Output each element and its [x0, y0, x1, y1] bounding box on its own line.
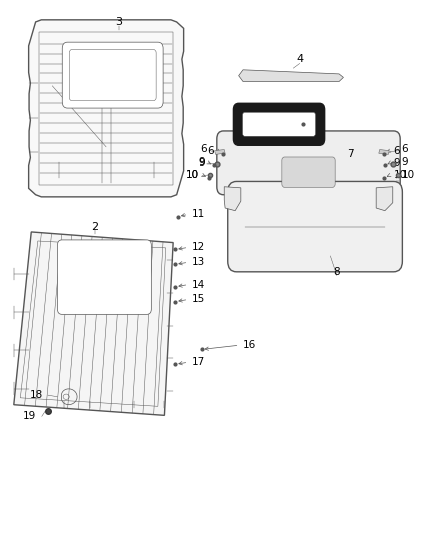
Text: 2: 2 — [91, 222, 98, 232]
FancyBboxPatch shape — [282, 157, 335, 187]
Text: 8: 8 — [334, 267, 340, 277]
Text: 13: 13 — [192, 257, 205, 267]
Text: 10: 10 — [186, 169, 199, 180]
Text: 9: 9 — [198, 157, 205, 167]
Text: 6: 6 — [402, 144, 408, 154]
Text: 5: 5 — [256, 119, 263, 129]
Text: 10: 10 — [402, 169, 415, 180]
Text: 15: 15 — [192, 294, 205, 304]
Text: 16: 16 — [243, 340, 256, 350]
Polygon shape — [28, 20, 184, 197]
Text: 7: 7 — [346, 149, 353, 159]
Text: 6: 6 — [394, 146, 400, 156]
Polygon shape — [224, 187, 241, 211]
FancyBboxPatch shape — [57, 240, 151, 314]
Text: 18: 18 — [29, 390, 42, 400]
Text: 12: 12 — [192, 243, 205, 252]
Text: 6: 6 — [200, 144, 207, 154]
Text: 17: 17 — [192, 357, 205, 367]
Text: 9: 9 — [402, 157, 408, 167]
FancyBboxPatch shape — [233, 103, 325, 146]
Text: 6: 6 — [207, 146, 214, 156]
Polygon shape — [239, 70, 343, 82]
Text: 9: 9 — [394, 158, 400, 168]
Polygon shape — [14, 232, 173, 415]
Text: 4: 4 — [296, 54, 304, 64]
Text: 10: 10 — [394, 170, 407, 180]
Text: 10: 10 — [186, 170, 199, 180]
FancyBboxPatch shape — [228, 181, 403, 272]
FancyBboxPatch shape — [217, 131, 400, 195]
FancyBboxPatch shape — [62, 42, 163, 108]
Polygon shape — [376, 187, 393, 211]
Polygon shape — [379, 150, 389, 155]
Text: 11: 11 — [192, 209, 205, 220]
Text: 3: 3 — [115, 17, 122, 27]
Text: 14: 14 — [192, 280, 205, 289]
Text: 9: 9 — [198, 158, 205, 168]
Text: 19: 19 — [23, 411, 36, 422]
FancyBboxPatch shape — [243, 112, 315, 136]
Polygon shape — [215, 150, 225, 155]
